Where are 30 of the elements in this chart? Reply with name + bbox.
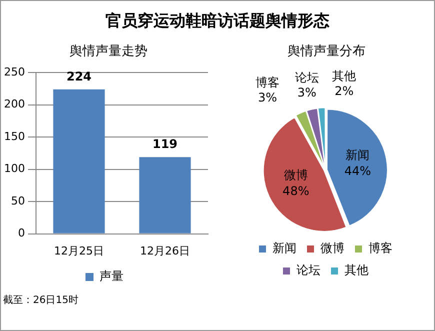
legend-label: 其他	[344, 263, 368, 278]
data-label: 3%	[297, 86, 316, 100]
data-label: 44%	[344, 164, 371, 178]
legend-label: 博客	[368, 241, 392, 256]
legend-label: 微博	[320, 241, 344, 256]
legend-label: 新闻	[272, 241, 296, 256]
y-tick-label: 250	[4, 65, 25, 78]
y-tick-label: 50	[10, 194, 25, 208]
data-label: 48%	[282, 184, 310, 198]
slice-label: 新闻	[346, 148, 370, 162]
slice-label: 其他	[332, 68, 356, 83]
x-tick-label: 12月26日	[140, 244, 190, 258]
legend-label: 声量	[100, 269, 124, 284]
data-label: 224	[66, 69, 92, 84]
text: 截至：26日15时	[3, 294, 78, 307]
chart-subtitle: 舆情声量走势	[68, 43, 148, 61]
chart-title: 官员穿运动鞋暗访话题舆情形态	[104, 10, 330, 32]
data-label: 2%	[334, 84, 354, 98]
y-tick-label: 200	[4, 98, 25, 111]
y-tick-label: 0	[18, 226, 25, 240]
data-label: 3%	[258, 90, 278, 105]
x-tick-label: 12月25日	[54, 244, 104, 258]
data-label: 119	[152, 137, 178, 152]
slice-label: 博客	[256, 76, 280, 90]
slice-label: 论坛	[294, 70, 319, 85]
y-tick-label: 150	[4, 130, 25, 143]
slice-label: 微博	[284, 168, 308, 182]
legend-label: 论坛	[296, 263, 320, 278]
y-tick-label: 100	[4, 162, 25, 176]
chart-subtitle: 舆情声量分布	[286, 43, 366, 61]
